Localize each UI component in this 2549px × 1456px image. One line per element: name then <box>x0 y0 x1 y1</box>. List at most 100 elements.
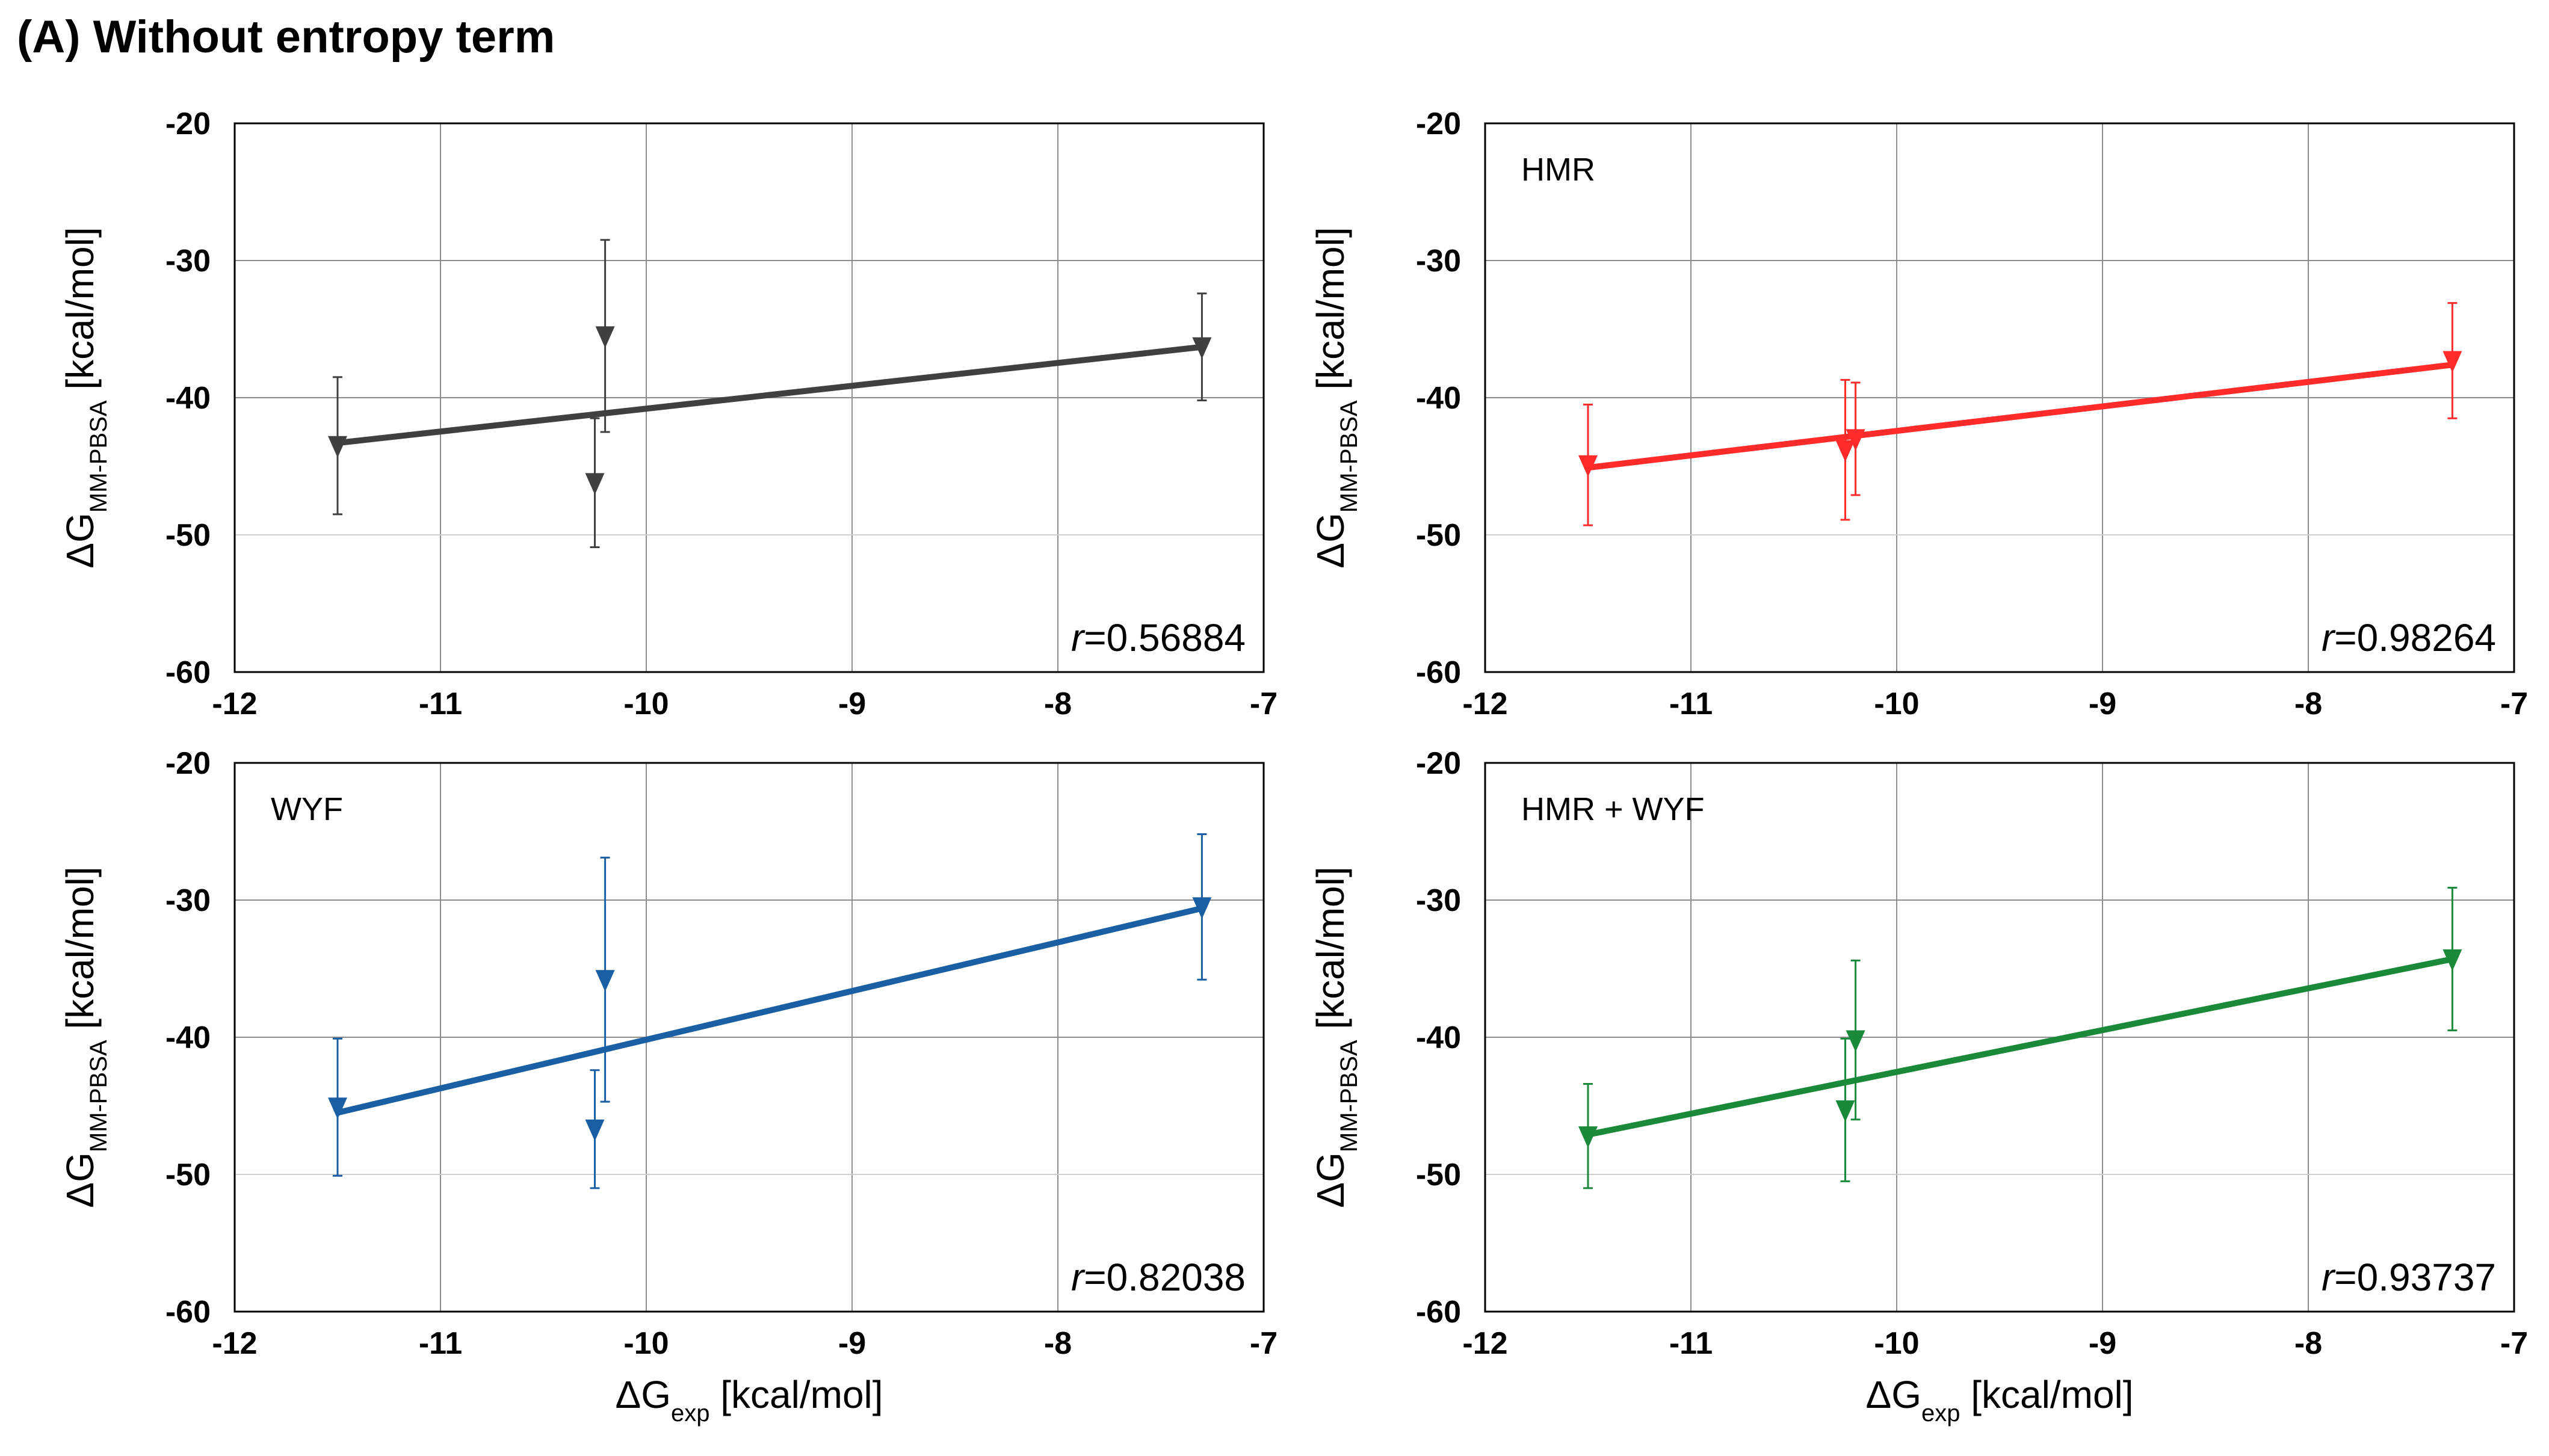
regression-line <box>336 905 1203 1116</box>
y-axis-label-unit: [kcal/mol] <box>1309 227 1352 400</box>
chart-panel-4: -12 -11 -10 -9 -8 -7 -20 -30 -40 -50 -60 HMR + WYF r… <box>1309 746 2528 1427</box>
correlation-value: =0.82038 <box>1084 1256 1246 1299</box>
y-tick-label: -60 <box>1416 655 1461 690</box>
data-point-marker <box>2442 949 2462 972</box>
x-axis-label-unit: [kcal/mol] <box>1960 1373 2133 1416</box>
data-point-marker <box>328 436 347 458</box>
x-tick-label: -10 <box>1874 686 1919 721</box>
y-tick-label: -60 <box>1416 1295 1461 1330</box>
y-axis-label: ΔGMM-PBSA [kcal/mol] <box>58 866 112 1208</box>
x-tick-label: -10 <box>623 1326 669 1361</box>
x-axis-label-main: ΔG <box>1865 1373 1921 1416</box>
y-axis-label-unit: [kcal/mol] <box>1309 866 1352 1040</box>
y-axis-label-unit: [kcal/mol] <box>58 227 102 400</box>
x-tick-label: -7 <box>2500 686 2528 721</box>
data-point-marker <box>1846 429 1865 451</box>
y-tick-label: -30 <box>165 244 211 279</box>
plot-frame <box>1484 762 2515 1313</box>
x-axis-label-main: ΔG <box>615 1373 671 1416</box>
correlation-symbol: r <box>2322 1256 2336 1299</box>
y-tick-label: -40 <box>1416 381 1461 416</box>
y-axis-label-main: ΔG <box>1309 513 1352 569</box>
y-axis-label-subscript: MM-PBSA <box>1336 1040 1362 1152</box>
correlation-value: =0.98264 <box>2334 616 2496 659</box>
x-axis-label-unit: [kcal/mol] <box>709 1373 883 1416</box>
y-axis-label-unit: [kcal/mol] <box>58 866 102 1040</box>
data-point-marker <box>1578 455 1598 477</box>
y-axis-label: ΔGMM-PBSA [kcal/mol] <box>1309 866 1362 1208</box>
series-label: HMR <box>1521 152 1595 188</box>
y-tick-label: -20 <box>1416 746 1461 781</box>
data-point-marker <box>1192 337 1212 359</box>
x-axis-label-subscript: exp <box>671 1400 710 1427</box>
chart-panel-1: -12 -11 -10 -9 -8 -7 -20 -30 -40 -50 -60 r=0.56884 Δ… <box>58 106 1278 721</box>
x-tick-label: -10 <box>623 686 669 721</box>
y-tick-label: -50 <box>1416 1158 1461 1192</box>
correlation-label: r=0.98264 <box>2322 616 2496 659</box>
x-tick-label: -9 <box>2089 686 2116 721</box>
x-axis-label-subscript: exp <box>1921 1400 1960 1427</box>
x-tick-label: -11 <box>1669 686 1713 721</box>
y-axis-label-subscript: MM-PBSA <box>1336 400 1362 513</box>
data-point-marker <box>1846 1030 1865 1052</box>
plot-frame <box>233 122 1265 673</box>
x-tick-label: -7 <box>2500 1326 2528 1361</box>
correlation-symbol: r <box>2322 616 2336 659</box>
y-tick-label: -30 <box>1416 883 1461 918</box>
y-tick-label: -20 <box>165 106 211 141</box>
y-tick-label: -60 <box>165 1295 211 1330</box>
y-tick-label: -40 <box>165 1020 211 1055</box>
data-point-marker <box>585 473 605 495</box>
y-tick-label: -40 <box>1416 1020 1461 1055</box>
correlation-symbol: r <box>1071 1256 1086 1299</box>
x-tick-label: -8 <box>1044 1326 1072 1361</box>
y-tick-label: -50 <box>165 518 211 553</box>
x-axis-label: ΔGexp [kcal/mol] <box>615 1373 883 1427</box>
x-tick-label: -11 <box>1669 1326 1713 1361</box>
correlation-label: r=0.56884 <box>1071 616 1246 659</box>
y-tick-label: -50 <box>1416 518 1461 553</box>
data-point-marker <box>595 970 615 992</box>
x-tick-label: -12 <box>1462 1326 1507 1361</box>
x-tick-label: -9 <box>838 686 866 721</box>
x-axis-label: ΔGexp [kcal/mol] <box>1865 1373 2133 1427</box>
plot-frame <box>233 762 1265 1313</box>
y-axis-label-main: ΔG <box>58 1152 102 1208</box>
figure-title: (A) Without entropy term <box>17 11 555 63</box>
x-tick-label: -8 <box>1044 686 1072 721</box>
x-tick-label: -11 <box>419 686 462 721</box>
y-tick-label: -20 <box>1416 106 1461 141</box>
data-point-marker <box>595 326 615 348</box>
chart-panel-3: -12 -11 -10 -9 -8 -7 -20 -30 -40 -50 -60 WYF r=0.820… <box>58 746 1278 1427</box>
data-point-marker <box>2442 351 2462 373</box>
correlation-label: r=0.82038 <box>1071 1256 1246 1299</box>
y-tick-label: -60 <box>165 655 211 690</box>
y-tick-label: -20 <box>165 746 211 781</box>
x-tick-label: -12 <box>212 1326 257 1361</box>
y-tick-label: -30 <box>1416 244 1461 279</box>
x-tick-label: -11 <box>419 1326 462 1361</box>
correlation-value: =0.93737 <box>2334 1256 2496 1299</box>
x-tick-label: -9 <box>2089 1326 2116 1361</box>
regression-line <box>337 344 1202 446</box>
y-axis-label-subscript: MM-PBSA <box>85 400 112 513</box>
y-axis-label-main: ΔG <box>1309 1152 1352 1208</box>
figure-title-container: (A) Without entropy term <box>17 11 555 63</box>
correlation-value: =0.56884 <box>1084 616 1246 659</box>
x-tick-label: -12 <box>1462 686 1507 721</box>
correlation-symbol: r <box>1071 616 1086 659</box>
y-axis-label-subscript: MM-PBSA <box>85 1040 112 1152</box>
data-point-marker <box>1835 1100 1855 1122</box>
y-axis-label-main: ΔG <box>58 513 102 569</box>
regression-line <box>1587 362 2453 471</box>
regression-line <box>1587 956 2453 1138</box>
x-tick-label: -7 <box>1250 1326 1278 1361</box>
x-tick-label: -10 <box>1874 1326 1919 1361</box>
series-label: HMR + WYF <box>1521 791 1705 827</box>
data-point-marker <box>328 1097 347 1120</box>
plot-frame <box>1484 122 2515 673</box>
x-tick-label: -7 <box>1250 686 1278 721</box>
chart-panel-2: -12 -11 -10 -9 -8 -7 -20 -30 -40 -50 -60 HMR r=0.982… <box>1309 106 2528 721</box>
x-tick-label: -8 <box>2294 686 2322 721</box>
